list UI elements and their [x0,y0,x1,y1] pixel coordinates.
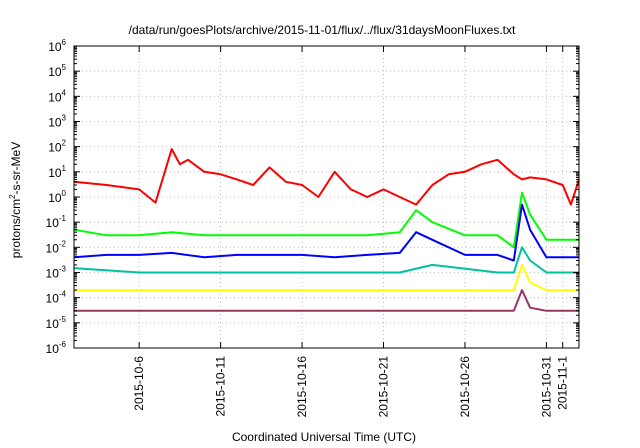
x-axis-label: Coordinated Universal Time (UTC) [232,430,416,444]
y-tick-label: 10-4 [46,290,67,306]
y-tick-label: 104 [48,88,66,104]
x-tick-label: 2015-10-26 [458,356,472,418]
y-tick-label: 100 [48,189,66,205]
y-tick-label: 10-2 [46,239,67,255]
y-tick-label: 10-5 [46,315,67,331]
y-axis-label-rest: -s-sr-MeV [9,142,23,195]
y-tick-label: 105 [48,63,66,79]
y-axis-label-base: protons/cm [9,199,23,258]
x-tick-labels: 2015-10-6 2015-10-11 2015-10-16 2015-10-21 2… [132,356,570,418]
x-tick-label: 2015-11-1 [556,356,570,410]
y-axis-label-sup: 2 [8,194,17,199]
y-tick-label: 10-3 [46,265,67,281]
y-tick-label: 10-1 [46,214,67,230]
series-line-5 [74,263,579,292]
y-tick-label: 106 [48,38,66,54]
series-line-3 [73,203,579,262]
y-tick-label: 102 [48,139,66,155]
x-tick-label: 2015-10-6 [132,356,146,411]
y-axis-label: protons/cm2-s-sr-MeV [8,142,23,258]
series-line-1 [73,148,580,206]
x-tick-label: 2015-10-21 [377,356,391,418]
y-tick-label: 10-6 [46,340,67,356]
series-lines [73,148,580,312]
series-line-4 [73,246,579,274]
series-line-2 [73,191,579,249]
x-tick-label: 2015-10-16 [295,356,309,418]
x-tick-label: 2015-10-11 [214,356,228,417]
y-tick-label: 103 [48,114,66,130]
y-tick-labels: 10-6 10-5 10-4 10-3 10-2 10-1 100 101 102 103 104 1… [46,38,67,356]
chart-title: /data/run/goesPlots/archive/2015-11-01/f… [129,23,516,37]
axis-ticks [74,45,579,349]
y-tick-label: 101 [48,164,66,180]
x-tick-label: 2015-10-31 [539,356,553,418]
series-line-6 [74,289,579,312]
